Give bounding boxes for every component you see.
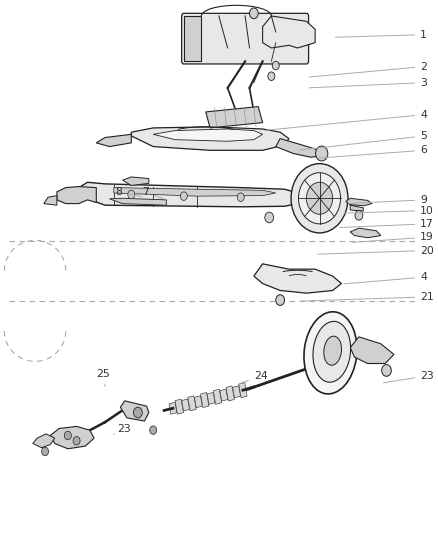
Circle shape bbox=[355, 211, 363, 220]
Polygon shape bbox=[44, 196, 57, 205]
Circle shape bbox=[250, 8, 258, 19]
Polygon shape bbox=[184, 16, 201, 61]
Text: 1: 1 bbox=[336, 30, 427, 39]
Text: 17: 17 bbox=[340, 219, 434, 229]
Polygon shape bbox=[153, 129, 263, 141]
Ellipse shape bbox=[304, 312, 357, 394]
Polygon shape bbox=[346, 198, 372, 206]
Polygon shape bbox=[239, 383, 247, 398]
Circle shape bbox=[272, 61, 279, 70]
Text: 24: 24 bbox=[239, 371, 268, 384]
FancyBboxPatch shape bbox=[182, 13, 309, 64]
Circle shape bbox=[381, 365, 391, 376]
Polygon shape bbox=[201, 392, 209, 408]
Polygon shape bbox=[110, 198, 166, 205]
Circle shape bbox=[299, 173, 340, 224]
Polygon shape bbox=[182, 399, 190, 411]
Polygon shape bbox=[175, 399, 184, 414]
Circle shape bbox=[291, 164, 348, 233]
Polygon shape bbox=[194, 395, 202, 408]
Text: 4: 4 bbox=[344, 272, 427, 284]
Polygon shape bbox=[123, 177, 149, 185]
Polygon shape bbox=[207, 392, 215, 405]
Text: 6: 6 bbox=[318, 146, 427, 158]
Polygon shape bbox=[206, 107, 263, 128]
Polygon shape bbox=[169, 402, 177, 414]
Text: 4: 4 bbox=[265, 110, 427, 130]
Circle shape bbox=[237, 193, 244, 201]
Circle shape bbox=[150, 426, 157, 434]
Circle shape bbox=[134, 407, 142, 418]
Text: 19: 19 bbox=[353, 232, 434, 243]
Polygon shape bbox=[233, 386, 240, 398]
Polygon shape bbox=[50, 426, 94, 449]
Text: 21: 21 bbox=[300, 292, 434, 302]
Text: 8: 8 bbox=[116, 187, 142, 197]
Polygon shape bbox=[57, 187, 96, 204]
Text: 5: 5 bbox=[300, 131, 427, 150]
Text: 25: 25 bbox=[96, 369, 110, 386]
Text: 9: 9 bbox=[349, 195, 427, 205]
Circle shape bbox=[128, 190, 135, 199]
Polygon shape bbox=[79, 182, 298, 207]
Circle shape bbox=[276, 295, 285, 305]
Text: 23: 23 bbox=[384, 371, 434, 383]
Polygon shape bbox=[33, 434, 55, 448]
Circle shape bbox=[73, 437, 80, 445]
Text: 3: 3 bbox=[309, 78, 427, 88]
Circle shape bbox=[316, 146, 328, 161]
Circle shape bbox=[180, 192, 187, 200]
Polygon shape bbox=[213, 389, 222, 405]
Polygon shape bbox=[263, 16, 315, 48]
Polygon shape bbox=[350, 205, 363, 211]
Ellipse shape bbox=[313, 321, 350, 382]
Ellipse shape bbox=[324, 336, 342, 365]
Polygon shape bbox=[350, 337, 394, 364]
Polygon shape bbox=[220, 389, 228, 401]
Polygon shape bbox=[350, 228, 381, 238]
Text: 2: 2 bbox=[309, 62, 427, 77]
Text: 10: 10 bbox=[344, 206, 434, 215]
Circle shape bbox=[268, 72, 275, 80]
Polygon shape bbox=[120, 401, 149, 421]
Polygon shape bbox=[254, 264, 341, 293]
Polygon shape bbox=[226, 386, 234, 401]
Polygon shape bbox=[131, 127, 289, 150]
Circle shape bbox=[64, 431, 71, 440]
Text: 7: 7 bbox=[142, 187, 164, 199]
Text: 20: 20 bbox=[318, 246, 434, 255]
Polygon shape bbox=[96, 134, 131, 147]
Polygon shape bbox=[188, 396, 196, 411]
Polygon shape bbox=[114, 188, 276, 196]
Circle shape bbox=[42, 447, 49, 456]
Text: 23: 23 bbox=[114, 424, 131, 434]
Polygon shape bbox=[276, 139, 324, 157]
Circle shape bbox=[265, 212, 274, 223]
Circle shape bbox=[307, 182, 332, 214]
